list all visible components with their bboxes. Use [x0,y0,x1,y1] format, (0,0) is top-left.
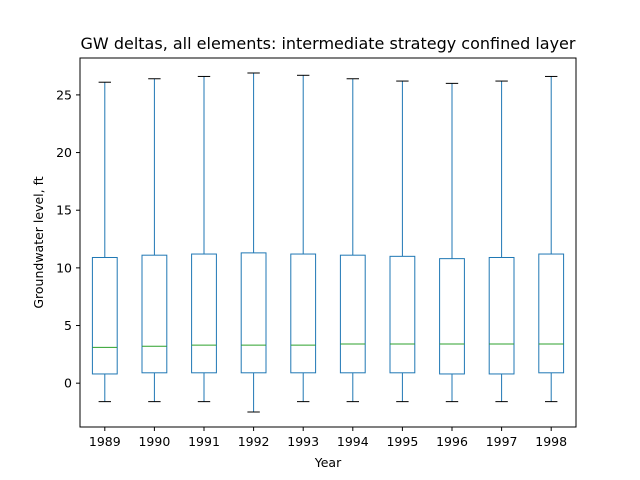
x-tick-label: 1997 [486,434,518,449]
box-1993 [290,74,317,403]
box-plot-group [91,72,565,413]
iqr-box [240,252,267,374]
plot-frame [79,57,577,428]
iqr-box [290,253,317,374]
y-axis-label: Groundwater level, ft [31,176,46,308]
x-axis-label: Year [314,455,342,470]
x-tick-label: 1989 [89,434,121,449]
y-tick-label: 25 [56,87,72,102]
x-tick-label: 1992 [238,434,270,449]
iqr-box [191,253,217,374]
iqr-box [439,258,465,375]
y-tick-label: 5 [64,318,72,333]
box-1995 [389,80,416,403]
y-tick-label: 0 [64,376,72,391]
box-1996 [439,82,465,403]
iqr-box [339,254,366,374]
box-1994 [339,78,366,403]
y-tick-label: 20 [56,145,72,160]
y-tick-label: 15 [56,203,72,218]
x-tick-label: 1998 [535,434,567,449]
box-1989 [91,81,118,403]
box-1990 [141,78,168,403]
x-axis-ticks: 1989 1990 1991 1992 1993 1994 1995 1996 1997 1998 [89,427,567,449]
x-tick-label: 1993 [287,434,319,449]
box-1992 [240,72,267,413]
iqr-box [91,256,118,375]
x-tick-label: 1991 [188,434,220,449]
iqr-box [389,255,416,374]
y-tick-label: 10 [56,260,72,275]
y-axis-ticks: 0 5 10 15 20 25 [56,87,80,391]
iqr-box [141,254,168,374]
box-1998 [538,75,565,403]
box-1991 [191,75,217,403]
chart-title: GW deltas, all elements: intermediate st… [81,34,576,53]
x-tick-label: 1994 [337,434,369,449]
x-tick-label: 1990 [138,434,170,449]
iqr-box [538,253,565,374]
iqr-box [488,256,515,375]
x-tick-label: 1996 [436,434,468,449]
box-1997 [488,80,515,403]
x-tick-label: 1995 [386,434,418,449]
